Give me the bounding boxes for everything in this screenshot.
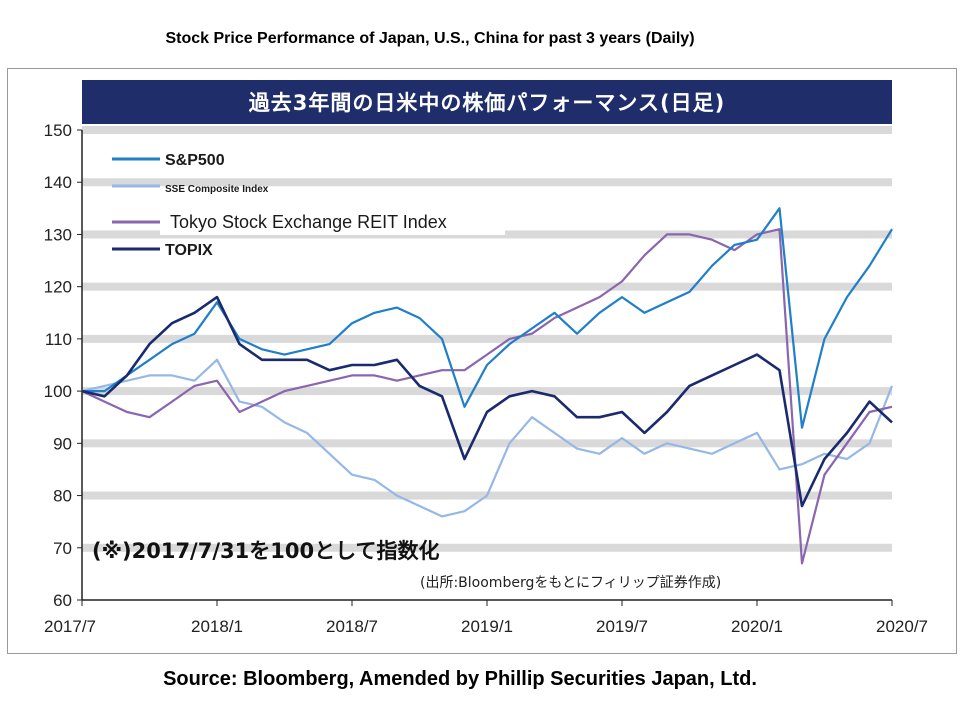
y-tick-label: 100 xyxy=(44,382,72,401)
legend-label-background xyxy=(160,211,505,235)
y-tick-label: 130 xyxy=(44,225,72,244)
grid-band xyxy=(82,334,892,343)
x-tick-label: 2018/1 xyxy=(191,617,243,636)
y-tick-label: 90 xyxy=(53,434,72,453)
grid-band xyxy=(82,126,892,134)
grid-band xyxy=(82,543,892,552)
x-tick-label: 2018/7 xyxy=(326,617,378,636)
x-tick-label: 2019/7 xyxy=(596,617,648,636)
x-tick-label: 2020/1 xyxy=(731,617,783,636)
grid-band xyxy=(82,439,892,448)
axes: 60 70 80 90 100 110 120 130 140 150 2017/7 2018/1 20… xyxy=(44,121,928,636)
series-line-s-p500 xyxy=(82,207,893,429)
legend: S&P500 SSE Composite Index Tokyo Stock Exc… xyxy=(112,152,505,259)
source-note: (出所:Bloombergをもとにフィリップ証券作成) xyxy=(420,575,721,591)
x-tick-label: 2019/1 xyxy=(461,617,513,636)
series-lines xyxy=(81,207,894,565)
source-footer: Source: Bloomberg, Amended by Phillip Se… xyxy=(163,668,757,690)
page-title: Stock Price Performance of Japan, U.S., … xyxy=(165,30,695,47)
series-line-sse-composite-index xyxy=(81,358,894,518)
legend-label: S&P500 xyxy=(165,152,225,169)
y-tick-label: 120 xyxy=(44,278,72,297)
series-line-tokyo-stock-exchange-reit-index xyxy=(81,228,893,565)
chart-frame xyxy=(7,68,957,654)
series-line-topix xyxy=(81,295,893,508)
legend-label: TOPIX xyxy=(165,242,213,259)
grid-band xyxy=(82,282,892,291)
grid-band xyxy=(82,387,892,396)
grid-band xyxy=(82,178,892,187)
x-tick-label: 2020/7 xyxy=(876,617,928,636)
x-tick-label: 2017/7 xyxy=(44,617,96,636)
y-tick-label: 140 xyxy=(44,173,72,192)
y-tick-label: 110 xyxy=(45,330,72,349)
y-tick-label: 60 xyxy=(53,591,72,610)
y-tick-label: 150 xyxy=(44,121,72,140)
y-tick-label: 70 xyxy=(53,539,72,558)
index-note: (※)2017/7/31を100として指数化 xyxy=(92,539,439,563)
legend-label: SSE Composite Index xyxy=(165,184,269,195)
legend-label: Tokyo Stock Exchange REIT Index xyxy=(170,212,447,232)
chart-title-banner: 過去3年間の日米中の株価パフォーマンス(日足) xyxy=(82,80,892,124)
y-tick-label: 80 xyxy=(53,487,72,506)
